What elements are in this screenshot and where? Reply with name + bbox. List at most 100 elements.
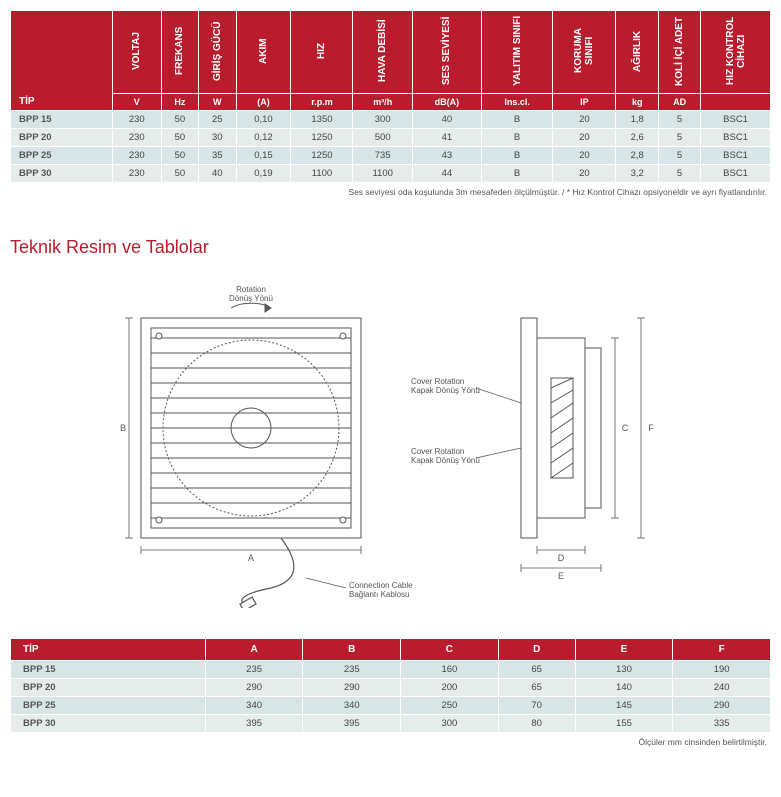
spec-cell: 35	[199, 147, 236, 165]
spec-cell: 20	[553, 111, 616, 129]
spec-cell: 20	[553, 165, 616, 183]
dim-cell: 395	[303, 715, 401, 733]
dim-cell: 240	[673, 679, 771, 697]
dim-cell: 235	[205, 661, 303, 679]
spec-cell: 0,10	[236, 111, 291, 129]
dim-cell: 340	[303, 697, 401, 715]
spec-cell: 5	[659, 147, 701, 165]
spec-cell: 300	[353, 111, 412, 129]
dim-cell: 80	[498, 715, 575, 733]
col-yalitim: YALITIM SINIFI	[512, 15, 523, 87]
spec-cell: 1250	[291, 147, 353, 165]
spec-cell: 1100	[291, 165, 353, 183]
spec-cell: B	[481, 111, 552, 129]
spec-cell: 50	[161, 111, 198, 129]
cable-label-2: Bağlantı Kablosu	[349, 590, 410, 599]
spec-cell: 1250	[291, 129, 353, 147]
dim-cell: 65	[498, 661, 575, 679]
dim-cell: 145	[575, 697, 673, 715]
spec-cell: 5	[659, 129, 701, 147]
spec-cell: BSC1	[701, 111, 771, 129]
unit-v: V	[112, 94, 161, 111]
spec-cell: 230	[112, 129, 161, 147]
spec-cell: 230	[112, 111, 161, 129]
dim-row: BPP 3039539530080155335	[11, 715, 771, 733]
col-koli: KOLİ İÇİ ADET	[674, 15, 685, 87]
dim-footnote: Ölçüler mm cinsinden belirtilmiştir.	[10, 737, 771, 747]
dim-b-label: B	[119, 423, 125, 433]
dim-col-f: F	[673, 639, 771, 661]
col-akim: AKIM	[258, 15, 269, 87]
dim-f-label: F	[648, 423, 654, 433]
dim-tip-cell: BPP 25	[11, 697, 206, 715]
col-hiz: HIZ	[316, 15, 327, 87]
spec-row: BPP 2523050350,15125073543B202,85BSC1	[11, 147, 771, 165]
unit-db: dB(A)	[412, 94, 481, 111]
dim-a-label: A	[247, 553, 253, 563]
dim-cell: 70	[498, 697, 575, 715]
spec-cell: 3,2	[616, 165, 659, 183]
spec-cell: 20	[553, 147, 616, 165]
spec-cell: B	[481, 165, 552, 183]
cover-rot-2b: Kapak Dönüş Yönü	[411, 456, 480, 465]
col-hizkontrol: HIZ KONTROL CİHAZI	[725, 15, 747, 87]
dim-cell: 160	[401, 661, 499, 679]
spec-tip-cell: BPP 15	[11, 111, 113, 129]
dim-cell: 200	[401, 679, 499, 697]
col-agirlik: AĞIRLIK	[632, 15, 643, 87]
spec-cell: 5	[659, 165, 701, 183]
spec-cell: 43	[412, 147, 481, 165]
unit-empty	[701, 94, 771, 111]
spec-cell: 230	[112, 147, 161, 165]
unit-w: W	[199, 94, 236, 111]
unit-ins: Ins.cl.	[481, 94, 552, 111]
spec-row: BPP 2023050300,12125050041B202,65BSC1	[11, 129, 771, 147]
dim-col-c: C	[401, 639, 499, 661]
col-voltaj: VOLTAJ	[131, 15, 142, 87]
rotation-label-2: Dönüş Yönü	[229, 294, 273, 303]
dim-cell: 290	[205, 679, 303, 697]
dim-cell: 235	[303, 661, 401, 679]
spec-cell: 25	[199, 111, 236, 129]
spec-cell: 0,15	[236, 147, 291, 165]
dim-cell: 190	[673, 661, 771, 679]
dim-col-e: E	[575, 639, 673, 661]
spec-cell: B	[481, 147, 552, 165]
rotation-label-1: Rotation	[236, 285, 266, 294]
spec-cell: 44	[412, 165, 481, 183]
col-frekans: FREKANS	[174, 15, 185, 87]
dim-cell: 290	[673, 697, 771, 715]
cover-rot-1b: Kapak Dönüş Yönü	[411, 386, 480, 395]
dim-col-d: D	[498, 639, 575, 661]
dim-cell: 130	[575, 661, 673, 679]
unit-ad: AD	[659, 94, 701, 111]
unit-m3h: m³/h	[353, 94, 412, 111]
spec-cell: 50	[161, 147, 198, 165]
spec-cell: 735	[353, 147, 412, 165]
spec-cell: 50	[161, 129, 198, 147]
dim-cell: 300	[401, 715, 499, 733]
dim-cell: 335	[673, 715, 771, 733]
spec-cell: 230	[112, 165, 161, 183]
cover-rot-2a: Cover Rotation	[411, 447, 464, 456]
spec-tip-cell: BPP 25	[11, 147, 113, 165]
spec-cell: 2,8	[616, 147, 659, 165]
spec-row: BPP 1523050250,10135030040B201,85BSC1	[11, 111, 771, 129]
unit-a: (A)	[236, 94, 291, 111]
spec-cell: 1350	[291, 111, 353, 129]
spec-tip-header: TİP	[11, 11, 113, 111]
spec-tip-cell: BPP 20	[11, 129, 113, 147]
spec-cell: 5	[659, 111, 701, 129]
dim-cell: 290	[303, 679, 401, 697]
spec-cell: 40	[412, 111, 481, 129]
spec-table: TİP VOLTAJ FREKANS GİRİŞ GÜCÜ AKIM HIZ H…	[10, 10, 771, 183]
dim-col-b: B	[303, 639, 401, 661]
spec-row: BPP 3023050400,191100110044B203,25BSC1	[11, 165, 771, 183]
unit-hz: Hz	[161, 94, 198, 111]
spec-cell: 40	[199, 165, 236, 183]
dim-tip-cell: BPP 30	[11, 715, 206, 733]
cover-rot-1a: Cover Rotation	[411, 377, 464, 386]
spec-cell: 1100	[353, 165, 412, 183]
dim-cell: 395	[205, 715, 303, 733]
technical-diagram: Rotation Dönüş Yönü B A Connection Cable…	[10, 278, 771, 608]
